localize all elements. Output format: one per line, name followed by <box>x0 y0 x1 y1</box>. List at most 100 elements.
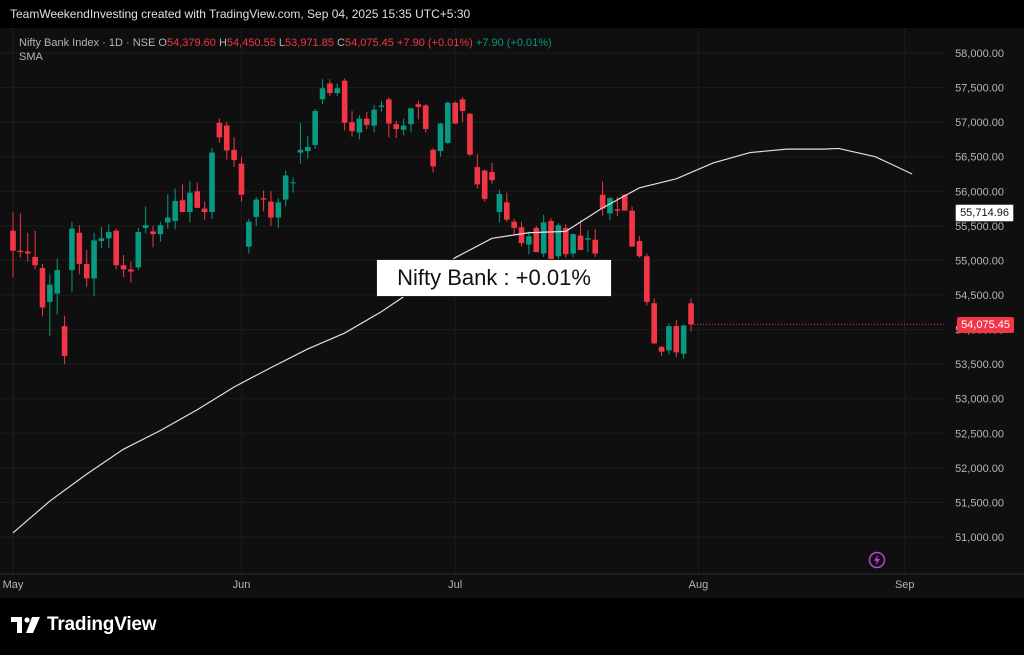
candle-body <box>69 228 75 271</box>
candle-body <box>474 167 481 185</box>
y-tick-label: 57,000.00 <box>955 117 1004 129</box>
candle-body <box>636 241 643 257</box>
candle-body <box>120 265 127 270</box>
ohlc-row: Nifty Bank Index · 1D · NSE O54,379.60 H… <box>19 36 552 50</box>
candle-body <box>246 221 252 247</box>
candle-body <box>592 239 599 254</box>
close-value: 54,075.45 <box>344 37 394 49</box>
candle-body <box>312 111 318 145</box>
candlestick-chart[interactable]: 58,000.00 57,500.00 57,000.00 56,500.00 56,0… <box>0 28 1024 598</box>
candle-body <box>135 232 142 268</box>
candle-body <box>39 268 46 308</box>
candle-body <box>349 122 355 132</box>
x-tick-label: Sep <box>895 579 915 591</box>
candle-body <box>275 202 282 218</box>
y-tick-label: 52,000.00 <box>955 463 1004 475</box>
watermark-text: TeamWeekendInvesting created with Tradin… <box>10 7 471 21</box>
candle-body <box>437 123 444 152</box>
open-label: O <box>158 37 167 49</box>
candle-body <box>142 225 149 228</box>
candle-body <box>467 113 473 155</box>
candle-body <box>341 80 348 123</box>
candle-body <box>651 303 657 344</box>
candle-body <box>533 227 540 253</box>
candle-body <box>570 234 576 254</box>
change-value: +7.90 (+0.01%) <box>396 37 473 49</box>
candle-body <box>260 198 267 200</box>
lightning-icon[interactable] <box>868 551 886 569</box>
candle-body <box>297 149 304 153</box>
candle-body <box>548 221 554 260</box>
candle-body <box>179 200 186 213</box>
candle-body <box>607 198 613 214</box>
candle-body <box>113 230 119 266</box>
candle-body <box>585 238 591 240</box>
indicator-sma-label[interactable]: SMA <box>19 51 43 63</box>
candle-body <box>106 232 112 239</box>
candle-body <box>98 238 105 242</box>
high-value: 54,450.55 <box>226 37 276 49</box>
candle-body <box>430 149 436 167</box>
annotation-textbox[interactable]: Nifty Bank : +0.01% <box>376 259 612 297</box>
candle-body <box>356 118 363 133</box>
candle-body <box>445 102 451 143</box>
candle-body <box>496 194 503 213</box>
candle-body <box>83 263 90 279</box>
x-tick-label: Jul <box>448 579 462 591</box>
x-tick-label: Jun <box>233 579 251 591</box>
low-label: L <box>278 37 286 49</box>
tradingview-logo-text: TradingView <box>47 614 157 635</box>
y-tick-label: 57,500.00 <box>955 83 1004 95</box>
high-label: H <box>218 37 227 49</box>
open-value: 54,379.60 <box>166 37 216 49</box>
candle-body <box>24 251 31 254</box>
candle-body <box>157 225 164 235</box>
candle-body <box>172 200 178 222</box>
candle-body <box>408 108 414 125</box>
candle-body <box>481 170 488 199</box>
y-tick-label: 52,500.00 <box>955 428 1004 440</box>
candle-body <box>511 221 517 228</box>
y-tick-label: 56,000.00 <box>955 186 1004 198</box>
tradingview-logo-icon <box>11 617 40 633</box>
candle-body <box>61 326 68 356</box>
symbol-label[interactable]: Nifty Bank Index · 1D · NSE <box>19 37 156 49</box>
sma-line <box>12 147 913 534</box>
candle-body <box>238 163 245 195</box>
y-tick-label: 53,500.00 <box>955 359 1004 371</box>
y-tick-label: 56,500.00 <box>955 152 1004 164</box>
low-value: 53,971.85 <box>285 37 334 49</box>
tradingview-logo[interactable]: TradingView <box>11 614 157 636</box>
chart-area[interactable]: 58,000.00 57,500.00 57,000.00 56,500.00 56,0… <box>0 28 1024 598</box>
candle-body <box>47 284 53 302</box>
y-tick-label: 51,000.00 <box>955 532 1004 544</box>
candle-body <box>378 105 385 107</box>
close-label: C <box>337 37 345 49</box>
candle-body <box>290 182 296 184</box>
candle-body <box>91 240 97 279</box>
candle-body <box>371 109 377 126</box>
candle-body <box>400 125 407 130</box>
x-tick-label: May <box>3 579 24 591</box>
candle-body <box>223 125 230 151</box>
candle-body <box>666 326 672 351</box>
y-tick-label: 58,000.00 <box>955 48 1004 60</box>
candle-body <box>644 256 650 302</box>
candle-body <box>201 208 208 213</box>
candle-body <box>577 235 584 251</box>
candle-body <box>305 147 311 152</box>
candle-body <box>231 149 237 161</box>
candle-body <box>415 104 422 107</box>
candle-body <box>282 175 289 200</box>
candle-body <box>319 88 326 100</box>
candle-body <box>555 225 562 257</box>
candle-body <box>32 256 38 266</box>
y-tick-label: 55,500.00 <box>955 221 1004 233</box>
candle-body <box>386 99 392 124</box>
candle-body <box>614 209 621 211</box>
candle-body <box>422 105 429 130</box>
candle-body <box>621 194 628 211</box>
candle-body <box>459 99 466 112</box>
candle-body <box>489 171 495 181</box>
candle-body <box>680 325 687 354</box>
